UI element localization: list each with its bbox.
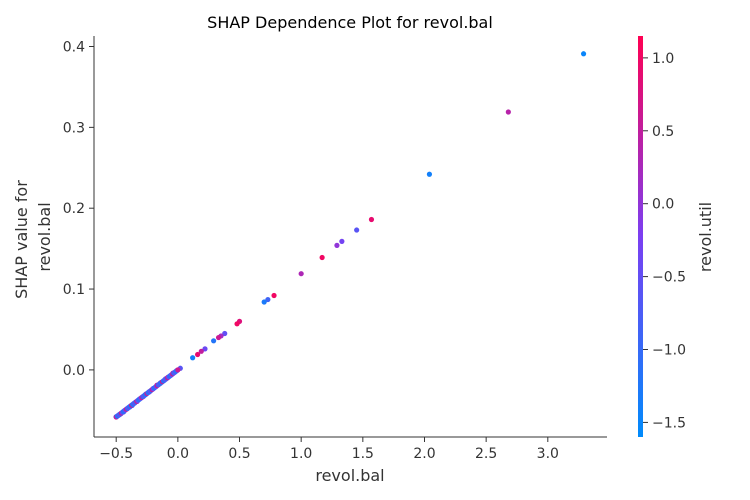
colorbar-tick-label: 1.0	[652, 51, 674, 67]
data-point	[505, 109, 511, 115]
y-axis-label-line-1: SHAP value for	[12, 180, 31, 299]
y-tick-label: 0.4	[63, 40, 85, 56]
x-tick-label: 1.5	[352, 446, 374, 462]
data-point	[211, 338, 217, 344]
y-tick-label: 0.3	[63, 120, 85, 136]
y-axis-label: SHAP value for revol.bal	[12, 175, 54, 299]
data-point	[222, 330, 228, 337]
data-point	[426, 171, 433, 177]
scatter-points	[113, 51, 587, 420]
data-point	[198, 348, 204, 354]
data-point	[265, 296, 271, 303]
y-axis-ticks: 0.0 0.1 0.2 0.3 0.4	[63, 40, 94, 379]
x-tick-label: 2.0	[413, 446, 435, 462]
data-point	[190, 355, 196, 361]
colorbar-label: revol.util	[696, 202, 715, 272]
x-tick-label: −0.5	[99, 446, 133, 462]
x-axis-label: revol.bal	[315, 466, 384, 485]
x-tick-label: 2.5	[475, 446, 497, 462]
colorbar-tick-label: 0.5	[652, 124, 674, 140]
y-tick-label: 0.0	[63, 363, 85, 379]
data-point	[368, 216, 375, 223]
data-point	[339, 238, 345, 244]
y-tick-label: 0.2	[63, 201, 85, 217]
colorbar-tick-label: −1.0	[652, 343, 686, 359]
data-point	[334, 242, 340, 248]
chart-title: SHAP Dependence Plot for revol.bal	[207, 13, 493, 32]
x-tick-label: 3.0	[537, 446, 559, 462]
colorbar-tick-label: 0.0	[652, 197, 674, 213]
data-point	[261, 299, 267, 305]
data-point	[580, 51, 587, 57]
data-point	[175, 367, 181, 373]
data-point	[234, 321, 240, 327]
data-point	[202, 346, 208, 352]
x-tick-label: 0.5	[228, 446, 250, 462]
colorbar	[638, 36, 643, 437]
data-point	[194, 351, 201, 358]
y-tick-label: 0.1	[63, 282, 85, 298]
colorbar-ticks: 1.0 0.5 0.0 −0.5 −1.0 −1.5	[643, 51, 686, 431]
data-point	[298, 271, 304, 277]
data-point	[271, 292, 277, 299]
x-axis-ticks: −0.5 0.0 0.5 1.0 1.5 2.0 2.5 3.0	[99, 437, 559, 462]
colorbar-tick-label: −0.5	[652, 270, 686, 286]
data-point	[354, 227, 360, 233]
colorbar-tick-label: −1.5	[652, 415, 686, 431]
y-axis-label-line-2: revol.bal	[35, 202, 54, 271]
x-tick-label: 0.0	[167, 446, 189, 462]
data-point	[319, 254, 325, 261]
x-tick-label: 1.0	[290, 446, 312, 462]
data-point	[215, 334, 222, 341]
